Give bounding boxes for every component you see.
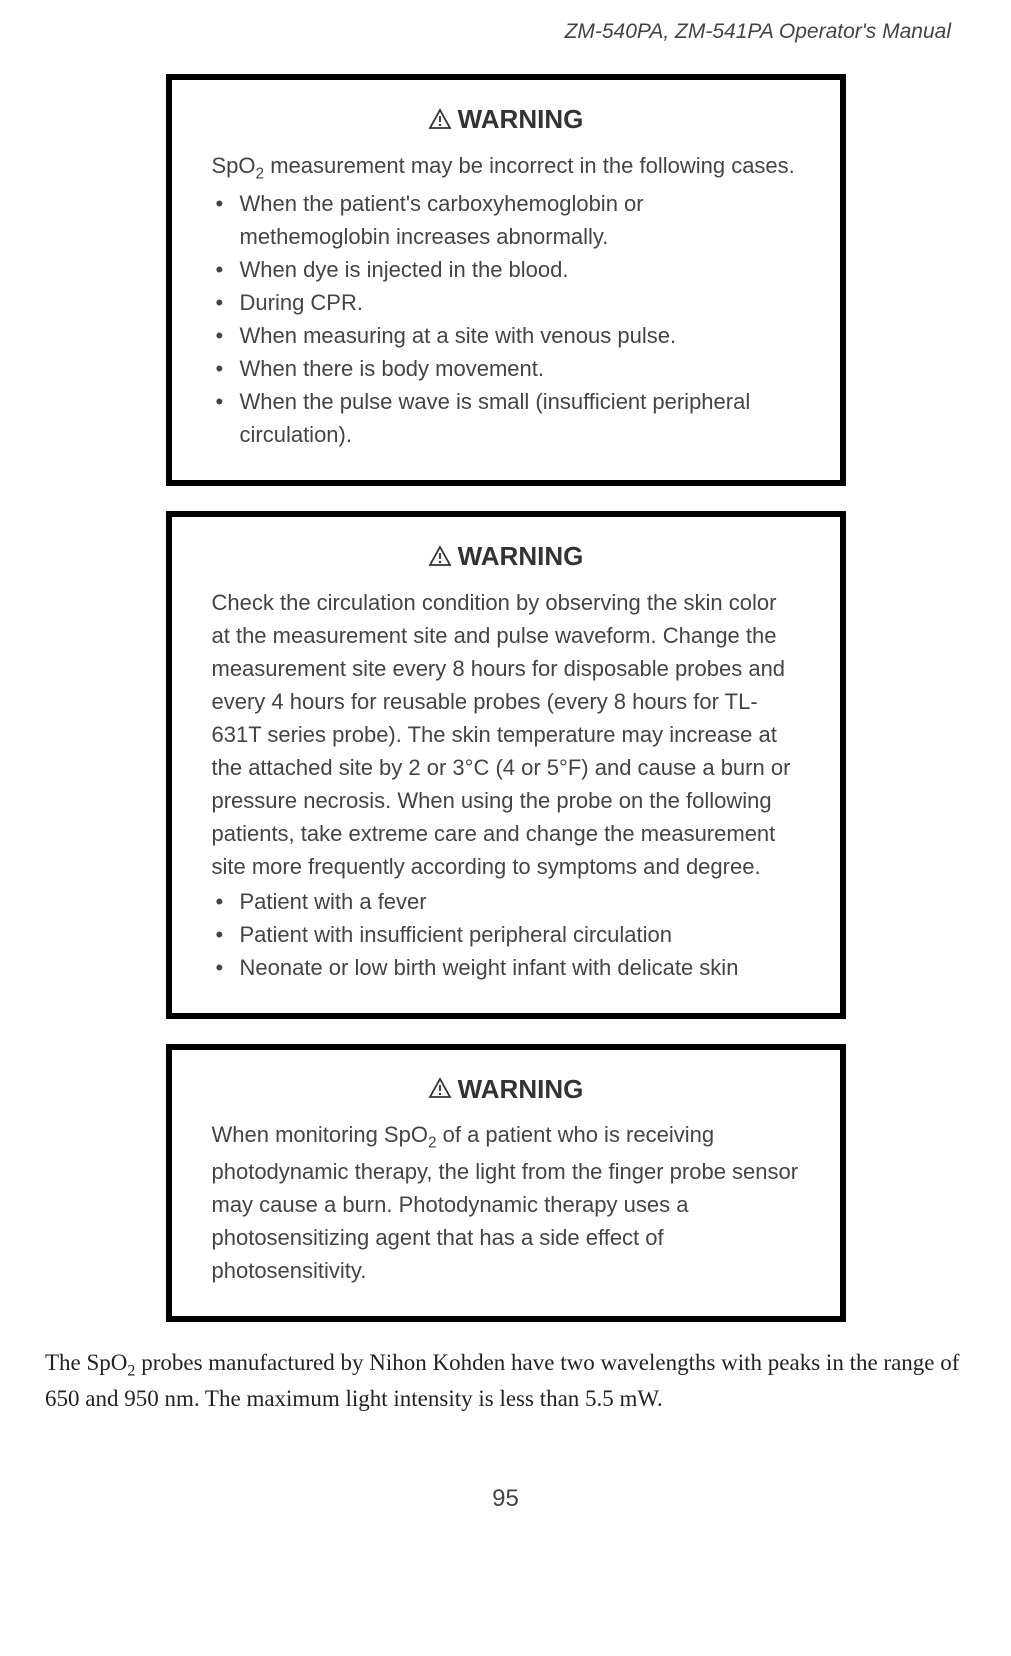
footer-post: probes manufactured by Nihon Kohden have…	[45, 1350, 959, 1411]
warning1-intro: SpO2 measurement may be incorrect in the…	[212, 149, 800, 186]
warning-inner-1: WARNING SpO2 measurement may be incorrec…	[182, 94, 830, 466]
warning3-body: When monitoring SpO2 of a patient who is…	[212, 1118, 800, 1287]
list-item: When the patient's carboxyhemoglobin or …	[212, 187, 800, 253]
warning-label-2: WARNING	[458, 541, 584, 571]
warning1-intro-pre: SpO	[212, 153, 256, 178]
list-item: When dye is injected in the blood.	[212, 253, 800, 286]
warning1-intro-sub: 2	[256, 165, 265, 182]
list-item: When there is body movement.	[212, 352, 800, 385]
warning-triangle-icon	[428, 1075, 452, 1106]
warning-heading-1: WARNING	[212, 104, 800, 137]
warning3-body-sub: 2	[428, 1135, 437, 1152]
footer-text: The SpO2 probes manufactured by Nihon Ko…	[40, 1347, 971, 1415]
warning-box-1: WARNING SpO2 measurement may be incorrec…	[166, 74, 846, 486]
warning-triangle-icon	[428, 543, 452, 574]
page-number: 95	[40, 1485, 971, 1513]
header-title: ZM-540PA, ZM-541PA Operator's Manual	[40, 20, 971, 44]
warning2-body: Check the circulation condition by obser…	[212, 586, 800, 883]
warning2-bullets: Patient with a fever Patient with insuff…	[212, 885, 800, 984]
warning-box-2: WARNING Check the circulation condition …	[166, 511, 846, 1019]
warning-heading-3: WARNING	[212, 1074, 800, 1107]
list-item: When measuring at a site with venous pul…	[212, 319, 800, 352]
warning-heading-2: WARNING	[212, 541, 800, 574]
warning-label-3: WARNING	[458, 1074, 584, 1104]
footer-pre: The SpO	[45, 1350, 127, 1375]
warning-inner-3: WARNING When monitoring SpO2 of a patien…	[182, 1064, 830, 1302]
warning-triangle-icon	[428, 106, 452, 137]
list-item: Patient with a fever	[212, 885, 800, 918]
warning-inner-2: WARNING Check the circulation condition …	[182, 531, 830, 999]
warning1-intro-post: measurement may be incorrect in the foll…	[264, 153, 795, 178]
warning-label-1: WARNING	[458, 104, 584, 134]
list-item: During CPR.	[212, 286, 800, 319]
warning-box-3: WARNING When monitoring SpO2 of a patien…	[166, 1044, 846, 1322]
list-item: Patient with insufficient peripheral cir…	[212, 918, 800, 951]
warning3-body-pre: When monitoring SpO	[212, 1122, 428, 1147]
list-item: Neonate or low birth weight infant with …	[212, 951, 800, 984]
warning1-bullets: When the patient's carboxyhemoglobin or …	[212, 187, 800, 451]
list-item: When the pulse wave is small (insufficie…	[212, 385, 800, 451]
